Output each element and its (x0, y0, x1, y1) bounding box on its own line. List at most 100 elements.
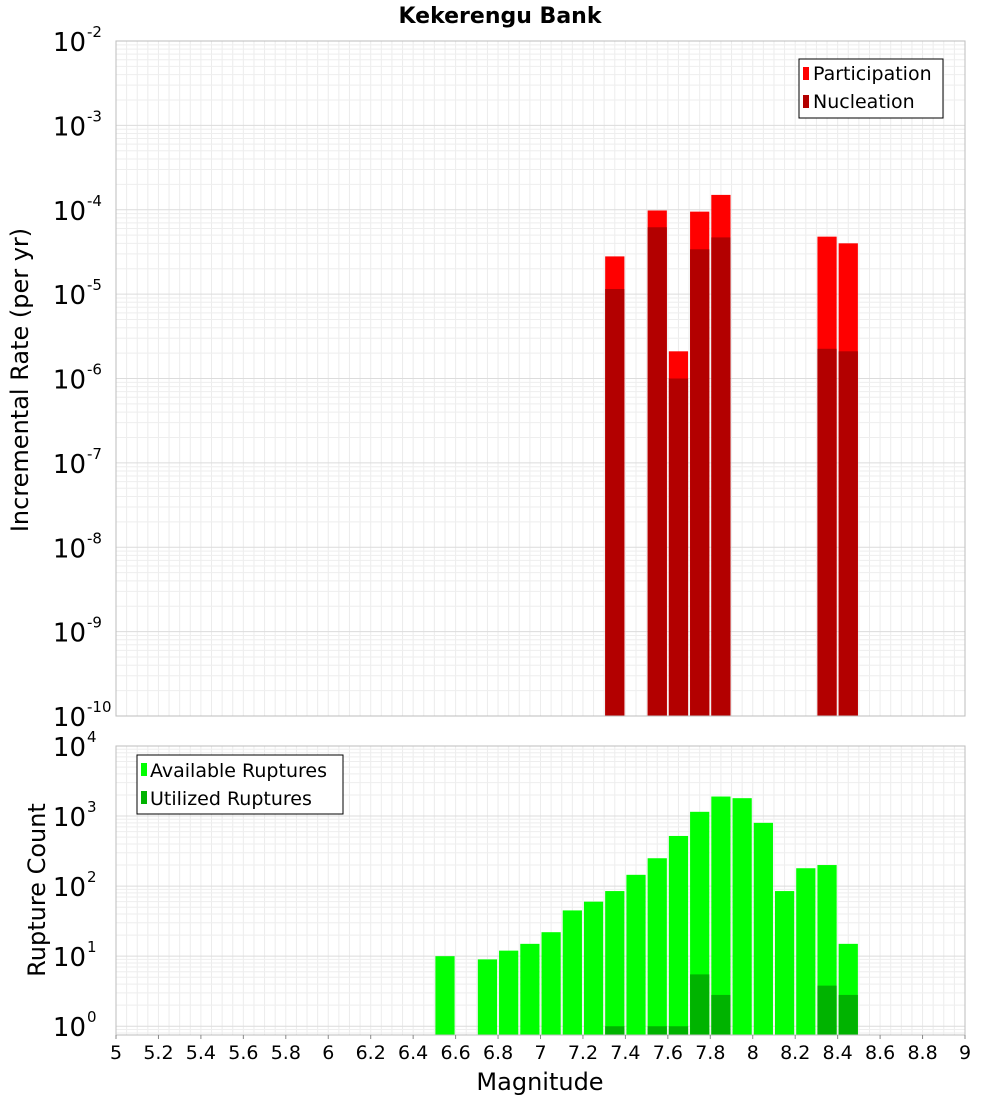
bottom-y-tick-label: 10 4 (53, 728, 97, 763)
bottom-bar-available-ruptures (647, 858, 667, 1035)
x-tick-label: 6.4 (398, 1042, 428, 1064)
utilized-ruptures-legend-label: Utilized Ruptures (150, 788, 312, 810)
top-y-tick-label: 10 -5 (53, 276, 102, 311)
x-tick-label: 8.4 (823, 1042, 853, 1064)
x-tick-label: 8 (747, 1042, 759, 1064)
x-tick-label: 5 (110, 1042, 122, 1064)
top-plot-frame (115, 40, 966, 717)
top-legend: Participation Nucleation (798, 58, 944, 119)
bottom-y-tick-exponent: 2 (87, 868, 97, 886)
x-tick-label: 7.8 (695, 1042, 725, 1064)
bottom-legend-box (136, 754, 344, 815)
top-y-tick-label: 10 -4 (53, 192, 102, 227)
top-bar-nucleation (605, 289, 625, 716)
bottom-y-tick-label: 10 3 (53, 798, 97, 833)
x-tick-label: 7.4 (610, 1042, 640, 1064)
top-bar-nucleation (838, 351, 858, 716)
bottom-bar-utilized-ruptures (647, 1026, 667, 1035)
x-tick-label: 6.2 (356, 1042, 386, 1064)
x-tick-label: 9 (959, 1042, 971, 1064)
top-bar-nucleation (647, 227, 667, 716)
bottom-bar-utilized-ruptures (838, 994, 858, 1035)
top-y-tick-base: 10 (53, 112, 86, 142)
bottom-bar-utilized-ruptures (668, 1026, 689, 1035)
bottom-y-tick-exponent: 4 (87, 728, 97, 746)
participation-swatch (803, 67, 809, 80)
top-bar-nucleation (690, 249, 710, 716)
top-y-tick-base: 10 (53, 366, 86, 396)
bottom-y-tick-exponent: 0 (87, 1008, 97, 1026)
bottom-bar-available-ruptures (435, 956, 455, 1035)
bottom-bar-available-ruptures (520, 943, 540, 1035)
x-tick-label: 8.6 (865, 1042, 895, 1064)
top-y-tick-exponent: -3 (87, 107, 102, 125)
top-legend-box (798, 58, 944, 119)
top-y-tick-label: 10 -8 (53, 529, 102, 564)
bottom-bar-utilized-ruptures (690, 974, 710, 1035)
top-y-tick-exponent: -8 (87, 529, 102, 547)
x-tick-label: 7.6 (653, 1042, 683, 1064)
x-tick-label: 6 (322, 1042, 334, 1064)
bottom-bar-available-ruptures (668, 835, 689, 1035)
top-y-tick-base: 10 (53, 28, 86, 58)
bottom-y-tick-base: 10 (53, 1013, 86, 1043)
top-bar-nucleation (668, 378, 689, 716)
bottom-bar-available-ruptures (583, 901, 604, 1035)
top-y-tick-exponent: -6 (87, 361, 102, 379)
bottom-y-tick-base: 10 (53, 803, 86, 833)
bottom-bar-available-ruptures (499, 950, 519, 1035)
x-tick-label: 7 (534, 1042, 546, 1064)
available-ruptures-swatch (141, 763, 147, 776)
bottom-bar-available-ruptures (626, 874, 646, 1035)
x-tick-label: 8.2 (780, 1042, 810, 1064)
top-y-tick-base: 10 (53, 197, 86, 227)
top-y-tick-base: 10 (53, 534, 86, 564)
top-y-tick-base: 10 (53, 281, 86, 311)
top-y-tick-label: 10 -7 (53, 445, 102, 480)
top-y-tick-label: 10 -9 (53, 614, 102, 649)
top-bar-nucleation (817, 348, 837, 716)
bottom-bar-utilized-ruptures (605, 1026, 625, 1035)
bottom-y-tick-label: 10 2 (53, 868, 97, 903)
bottom-bar-available-ruptures (477, 959, 498, 1035)
bottom-y-tick-label: 10 0 (53, 1008, 97, 1043)
utilized-ruptures-swatch (141, 791, 147, 804)
bottom-y-axis-label: Rupture Count (23, 803, 51, 977)
available-ruptures-legend-label: Available Ruptures (150, 760, 327, 782)
bottom-bar-utilized-ruptures (711, 994, 731, 1035)
bottom-legend: Available Ruptures Utilized Ruptures (136, 754, 344, 815)
top-y-tick-exponent: -10 (87, 698, 112, 716)
top-y-tick-exponent: -2 (87, 23, 102, 41)
bottom-bar-available-ruptures (774, 891, 795, 1035)
x-tick-label: 8.8 (907, 1042, 937, 1064)
x-tick-label: 5.6 (228, 1042, 258, 1064)
top-y-tick-label: 10 -2 (53, 23, 102, 58)
bottom-y-tick-exponent: 3 (87, 798, 97, 816)
bottom-y-tick-exponent: 1 (87, 938, 97, 956)
top-y-tick-exponent: -4 (87, 192, 102, 210)
bottom-bar-available-ruptures (732, 798, 752, 1035)
bottom-bar-available-ruptures (753, 822, 773, 1035)
x-tick-label: 5.8 (271, 1042, 301, 1064)
x-tick-label: 6.8 (483, 1042, 513, 1064)
chart-title: Kekerengu Bank (399, 4, 603, 29)
bottom-bar-utilized-ruptures (817, 985, 837, 1035)
top-y-tick-label: 10 -3 (53, 107, 102, 142)
x-axis-label: Magnitude (476, 1068, 603, 1096)
bottom-bar-available-ruptures (711, 796, 731, 1035)
bottom-bar-available-ruptures (541, 932, 561, 1035)
top-bar-nucleation (711, 237, 731, 716)
top-y-tick-base: 10 (53, 703, 86, 733)
top-y-tick-label: 10 -6 (53, 361, 102, 396)
nucleation-swatch (803, 95, 809, 108)
bottom-y-tick-label: 10 1 (53, 938, 97, 973)
bottom-y-tick-base: 10 (53, 733, 86, 763)
bottom-bar-available-ruptures (605, 891, 625, 1035)
participation-legend-label: Participation (813, 63, 932, 85)
x-tick-label: 5.2 (143, 1042, 173, 1064)
bottom-bar-available-ruptures (796, 868, 816, 1035)
top-y-axis-label: Incremental Rate (per yr) (6, 228, 34, 532)
